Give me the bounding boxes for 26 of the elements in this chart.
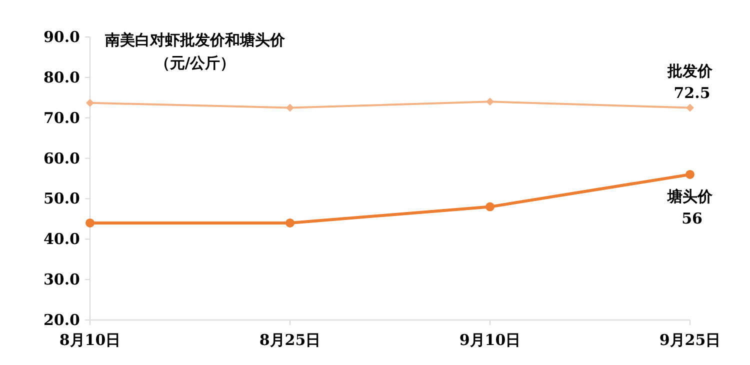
x-tick-label: 9月25日 (659, 331, 721, 349)
point (686, 104, 694, 112)
point (486, 98, 494, 106)
series-label: 塘头价 (666, 187, 714, 206)
y-tick-label: 70.0 (43, 108, 80, 127)
text: （元/公斤） (154, 54, 236, 72)
y-tick-label: 50.0 (43, 190, 80, 208)
point (86, 218, 94, 228)
point (486, 202, 494, 212)
chart-title: 南美白对虾批发价和塘头价 (104, 31, 286, 49)
y-tick-label: 30.0 (43, 270, 80, 289)
x-tick-label: 8月25日 (259, 331, 321, 349)
x-tick-label: 9月10日 (459, 331, 521, 349)
y-tick-label: 80.0 (43, 68, 80, 86)
point (286, 104, 294, 112)
x-tick-label: 8月10日 (59, 331, 121, 349)
y-tick-label: 60.0 (43, 149, 80, 168)
y-tick-label: 40.0 (43, 230, 80, 248)
data-label: 56 (682, 209, 702, 228)
point (686, 170, 694, 179)
series-label: 批发价 (666, 62, 714, 80)
y-tick-label: 20.0 (43, 311, 80, 329)
point (86, 98, 94, 107)
y-tick-label: 90.0 (43, 28, 80, 46)
data-label: 72.5 (674, 84, 710, 102)
point (286, 218, 294, 228)
